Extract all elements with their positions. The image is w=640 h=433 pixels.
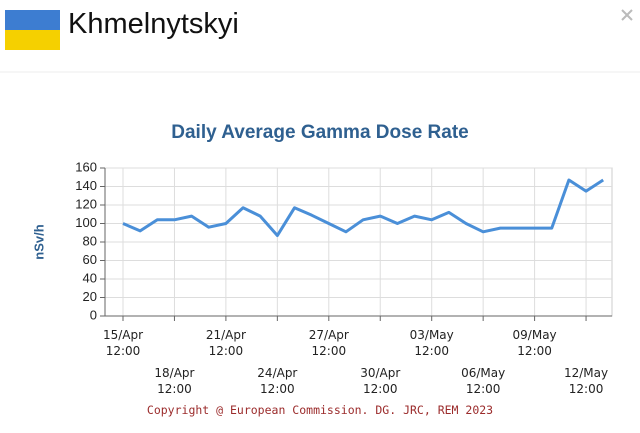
y-tick-label: 40 [83,270,97,285]
copyright: Copyright @ European Commission. DG. JRC… [146,403,494,417]
x-tick-label: 15/Apr 12:00 [102,328,144,358]
x-tick-label: 09/May 12:00 [512,328,557,358]
x-tick-label: 12/May 12:00 [563,366,609,396]
x-tick-label: 30/Apr 12:00 [360,366,401,396]
y-tick-label: 60 [83,252,97,267]
data-line [122,178,605,238]
y-tick-label: 100 [75,215,97,230]
flag-blue [5,10,60,30]
y-axis-label: nSv/h [31,224,46,259]
y-tick-label: 140 [75,178,97,193]
x-tick-label: 03/May 12:00 [409,328,454,358]
y-tick-label: 20 [83,289,97,304]
close-button[interactable] [621,9,633,21]
y-tick-label: 120 [75,196,97,211]
flag-yellow [5,30,60,50]
x-tick-label: 06/May 12:00 [461,366,506,396]
y-tick-label: 80 [83,233,97,248]
x-tick-label: 18/Apr 12:00 [154,366,195,396]
x-tick-label: 21/Apr 12:00 [205,328,246,358]
y-tick-label: 0 [90,307,97,322]
location-title: Khmelnytskyi [68,8,239,40]
y-tick-label: 160 [75,159,97,174]
x-tick-label: 27/Apr 12:00 [308,328,349,358]
x-tick-label: 24/Apr 12:00 [257,366,298,396]
chart-title: Daily Average Gamma Dose Rate [171,122,468,143]
